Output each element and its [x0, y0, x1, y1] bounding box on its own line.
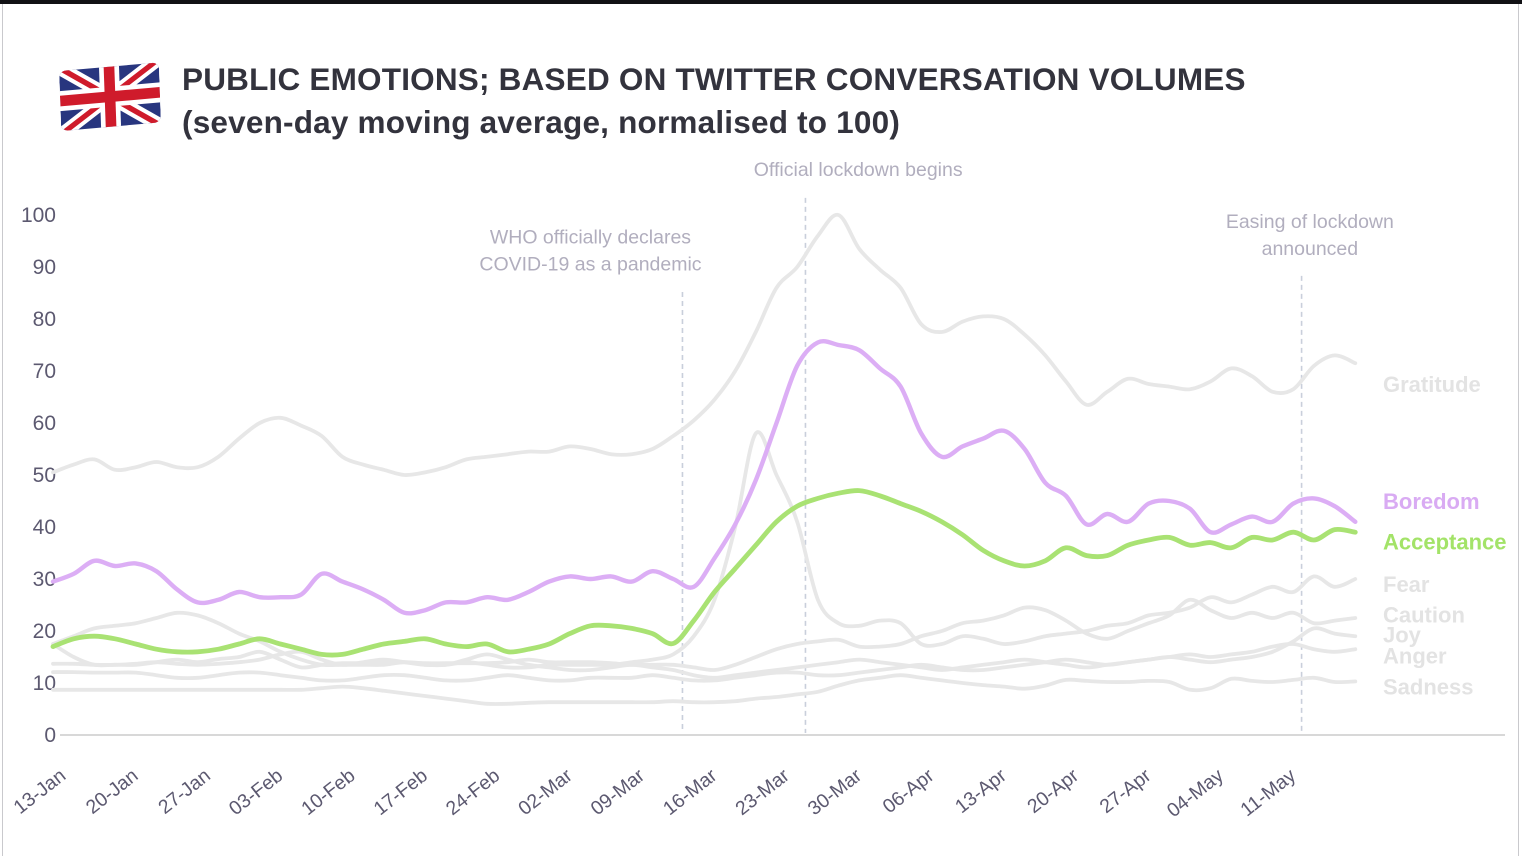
- y-tick-label: 40: [33, 516, 56, 539]
- x-tick-label: 30-Mar: [804, 764, 867, 820]
- x-tick-label: 09-Mar: [587, 764, 650, 820]
- y-tick-label: 0: [44, 724, 56, 747]
- x-tick-label: 23-Mar: [731, 764, 794, 820]
- y-tick-label: 10: [33, 672, 56, 695]
- window-top-edge: [0, 0, 1522, 4]
- series-line-sadness: [51, 673, 1358, 706]
- x-tick-label: 06-Apr: [879, 764, 939, 818]
- series-end-label-sadness: Sadness: [1383, 675, 1474, 700]
- x-tick-label: 27-Jan: [154, 765, 215, 819]
- uk-flag-icon: [59, 54, 162, 137]
- series-end-label-gratitude: Gratitude: [1383, 372, 1481, 397]
- left-border: [2, 4, 3, 856]
- y-tick-label: 30: [33, 568, 56, 591]
- x-tick-label: 11-May: [1236, 764, 1300, 821]
- page-subtitle: (seven-day moving average, normalised to…: [182, 104, 901, 140]
- x-tick-label: 02-Mar: [514, 764, 577, 820]
- series-line-anger: [51, 642, 1358, 683]
- series-line-boredom: [50, 338, 1358, 616]
- annotation-text-easing: announced: [1262, 238, 1359, 260]
- x-tick-label: 17-Feb: [370, 765, 432, 820]
- chart-header: PUBLIC EMOTIONS; BASED ON TWITTER CONVER…: [59, 54, 1246, 144]
- x-tick-label: 10-Feb: [297, 765, 359, 820]
- series-end-label-acceptance: Acceptance: [1383, 530, 1507, 555]
- series-end-label-fear: Fear: [1383, 572, 1430, 597]
- annotation-text-who: WHO officially declares: [490, 227, 691, 249]
- series-line-caution: [51, 597, 1358, 672]
- series-end-label-boredom: Boredom: [1383, 489, 1480, 514]
- y-tick-label: 100: [21, 204, 56, 227]
- title-block: PUBLIC EMOTIONS; BASED ON TWITTER CONVER…: [182, 56, 1246, 144]
- x-tick-label: 04-May: [1163, 764, 1228, 822]
- x-tick-label: 24-Feb: [442, 765, 504, 820]
- series-line-acceptance: [50, 488, 1358, 658]
- y-tick-label: 50: [33, 464, 56, 487]
- x-tick-label: 20-Apr: [1023, 764, 1083, 818]
- x-tick-label: 20-Jan: [82, 765, 143, 819]
- series-line-gratitude: [51, 213, 1358, 477]
- x-tick-label: 16-Mar: [659, 764, 722, 820]
- x-tick-label: 13-Jan: [10, 765, 71, 819]
- series-line-fear: [51, 430, 1358, 670]
- annotation-text-lockdown: Official lockdown begins: [754, 159, 963, 181]
- x-tick-label: 03-Feb: [225, 765, 287, 820]
- series-end-label-anger: Anger: [1383, 643, 1447, 668]
- y-tick-label: 90: [33, 256, 56, 279]
- annotation-text-who: COVID-19 as a pandemic: [479, 254, 701, 276]
- series-end-label-joy: Joy: [1383, 623, 1422, 648]
- x-tick-label: 13-Apr: [951, 764, 1011, 818]
- right-border: [1518, 4, 1519, 856]
- y-tick-label: 60: [33, 412, 56, 435]
- series-end-label-caution: Caution: [1383, 602, 1465, 627]
- y-tick-label: 20: [33, 620, 56, 643]
- y-tick-label: 70: [33, 360, 56, 383]
- page-title: PUBLIC EMOTIONS; BASED ON TWITTER CONVER…: [182, 61, 1246, 97]
- x-tick-label: 27-Apr: [1096, 764, 1156, 818]
- y-tick-label: 80: [33, 308, 56, 331]
- annotation-text-easing: Easing of lockdown: [1226, 211, 1394, 233]
